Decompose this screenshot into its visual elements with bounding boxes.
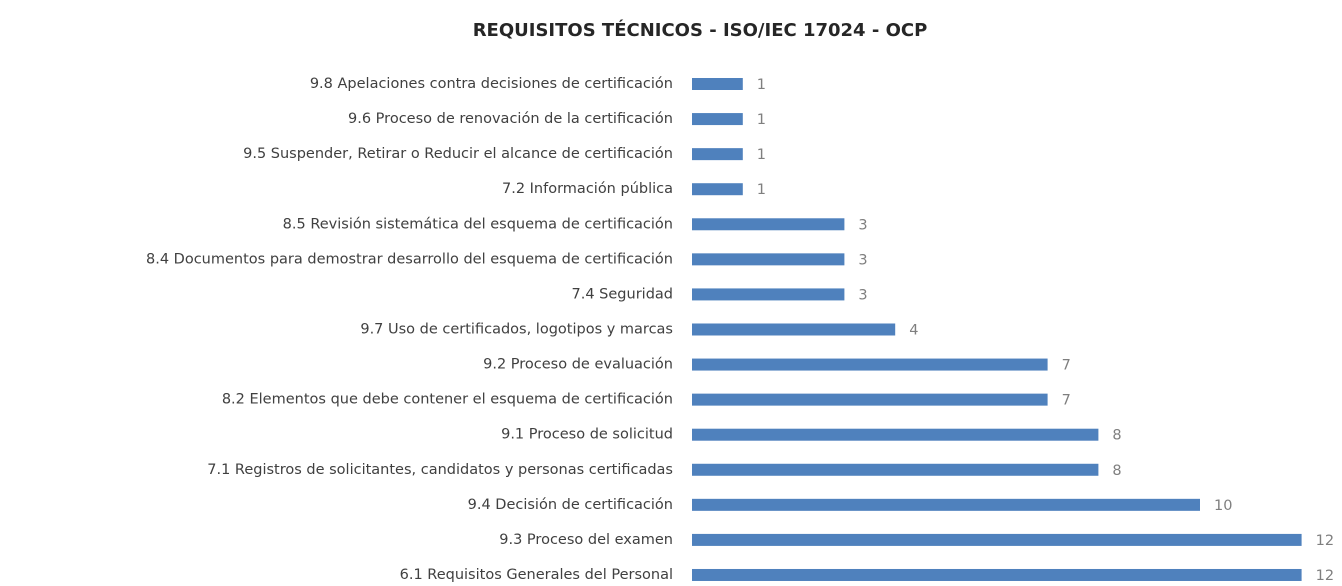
value-label: 3 (858, 217, 867, 233)
bar (692, 148, 743, 161)
bar (692, 288, 845, 301)
category-label: 6.1 Requisitos Generales del Personal (400, 567, 673, 583)
category-label: 8.5 Revisión sistemática del esquema de … (283, 216, 673, 232)
bar (692, 78, 743, 90)
chart-title: REQUISITOS TÉCNICOS - ISO/IEC 17024 - OC… (473, 19, 928, 41)
bar (692, 568, 1302, 581)
category-label: 8.4 Documentos para demostrar desarrollo… (146, 251, 673, 267)
value-label: 10 (1214, 498, 1232, 514)
value-label: 3 (858, 252, 867, 268)
value-label: 1 (757, 77, 766, 93)
value-label: 12 (1316, 533, 1334, 549)
bar (692, 113, 743, 126)
category-label: 9.5 Suspender, Retirar o Reducir el alca… (243, 146, 673, 162)
value-label: 1 (757, 182, 766, 198)
value-label: 8 (1112, 428, 1121, 444)
value-label: 7 (1062, 358, 1071, 374)
category-label: 7.1 Registros de solicitantes, candidato… (207, 462, 673, 478)
bar (692, 428, 1099, 441)
bar (692, 183, 743, 196)
category-label: 9.4 Decisión de certificación (468, 497, 673, 513)
bar (692, 253, 845, 266)
category-label: 9.1 Proceso de solicitud (501, 427, 673, 443)
category-label: 9.8 Apelaciones contra decisiones de cer… (310, 76, 673, 92)
category-label: 9.7 Uso de certificados, logotipos y mar… (360, 321, 673, 337)
category-label: 9.6 Proceso de renovación de la certific… (348, 111, 673, 127)
value-label: 1 (757, 112, 766, 128)
bar (692, 323, 896, 336)
value-label: 12 (1316, 568, 1334, 584)
value-label: 4 (909, 322, 918, 338)
category-label: 9.3 Proceso del examen (499, 532, 673, 548)
category-label: 7.4 Seguridad (572, 286, 673, 302)
bar (692, 218, 845, 231)
value-label: 7 (1062, 393, 1071, 409)
value-label: 3 (858, 287, 867, 303)
bar (692, 393, 1048, 406)
bar (692, 533, 1302, 546)
category-label: 8.2 Elementos que debe contener el esque… (222, 392, 673, 408)
category-label: 9.2 Proceso de evaluación (483, 357, 673, 373)
bar (692, 463, 1099, 476)
bar (692, 498, 1200, 511)
bar (692, 358, 1048, 371)
category-label: 7.2 Información pública (502, 181, 673, 197)
value-label: 8 (1112, 463, 1121, 479)
value-label: 1 (757, 147, 766, 163)
